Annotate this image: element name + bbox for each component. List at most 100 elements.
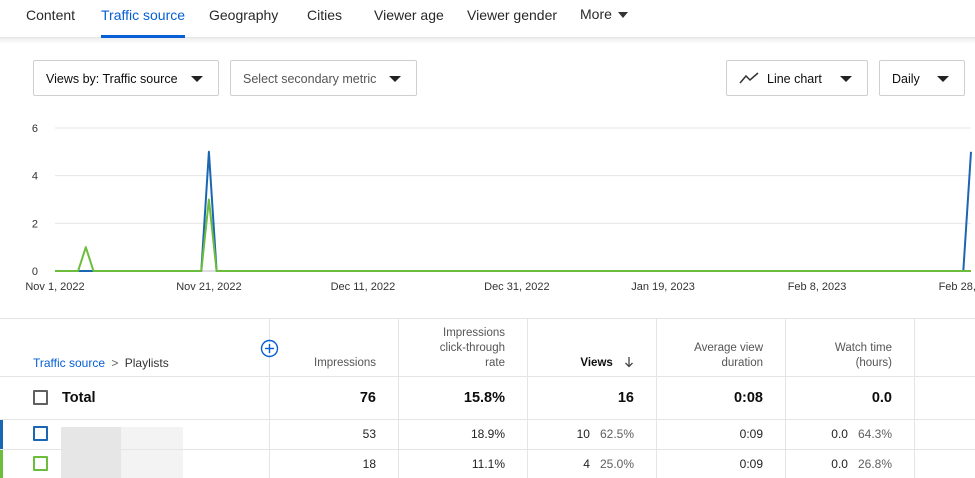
row-divider — [0, 419, 975, 420]
series-line — [55, 198, 971, 272]
caret-down-icon — [389, 76, 401, 82]
column-divider — [656, 319, 657, 478]
header-watch-time[interactable]: Watch time (hours) — [792, 341, 892, 371]
row-impressions: 18 — [362, 457, 376, 471]
breadcrumb-current: Playlists — [124, 356, 169, 370]
header-impressions[interactable]: Impressions — [276, 356, 376, 371]
tab-traffic-source[interactable]: Traffic source — [101, 7, 186, 38]
total-label: Total — [62, 390, 96, 406]
tab-content[interactable]: Content — [26, 7, 75, 38]
header-label: Watch time — [834, 342, 892, 354]
secondary-metric-label: Select secondary metric — [243, 72, 377, 86]
row-views-value: 4 — [583, 457, 590, 471]
interval-label: Daily — [892, 72, 920, 86]
views-by-label: Views by: Traffic source — [46, 72, 178, 86]
views-by-dropdown[interactable]: Views by: Traffic source — [33, 60, 219, 96]
header-label: Views — [580, 357, 613, 369]
sort-down-arrow-icon — [625, 357, 633, 368]
caret-down-icon — [937, 76, 949, 82]
breadcrumb: Traffic source > Playlists — [33, 356, 169, 370]
header-label: click-through — [439, 342, 505, 354]
header-label: (hours) — [855, 357, 892, 369]
tab-label: Traffic source — [101, 7, 186, 23]
tab-cities[interactable]: Cities — [307, 7, 342, 38]
redacted-row-title — [121, 427, 183, 449]
header-views[interactable]: Views — [534, 356, 634, 371]
caret-down-icon — [617, 12, 628, 19]
row-checkbox[interactable] — [33, 426, 48, 441]
x-tick-label: Nov 21, 2022 — [176, 281, 241, 293]
row-avg-view-duration: 0:09 — [739, 457, 763, 471]
series-line — [55, 150, 972, 272]
tab-label: Geography — [209, 7, 279, 23]
row-views-percent: 25.0% — [599, 457, 634, 471]
x-tick-label: Feb 8, 2023 — [788, 281, 847, 293]
traffic-line-chart: 6 4 2 0 Nov 1, 2022 Nov 21, 2022 Dec 11, 2022 D… — [25, 123, 975, 293]
header-label: Impressions — [443, 327, 505, 339]
row-views-value: 10 — [576, 427, 590, 441]
tab-more[interactable]: More — [580, 6, 628, 37]
x-tick-label: Jan 19, 2023 — [631, 281, 695, 293]
interval-dropdown[interactable]: Daily — [879, 60, 965, 96]
total-avg-view-duration: 0:08 — [733, 390, 763, 406]
row-divider — [0, 376, 975, 377]
tab-label: Viewer gender — [467, 7, 558, 23]
total-watch-time: 0.0 — [871, 390, 892, 406]
row-views: 10 62.5% — [534, 427, 634, 441]
x-tick-label: Dec 31, 2022 — [484, 281, 549, 293]
row-impressions: 53 — [362, 427, 376, 441]
tab-geography[interactable]: Geography — [209, 7, 278, 38]
header-label: Impressions — [314, 357, 376, 369]
row-ctr: 11.1% — [471, 457, 505, 471]
row-ctr: 18.9% — [470, 427, 505, 441]
x-tick-label: Dec 11, 2022 — [331, 281, 396, 293]
row-views: 4 25.0% — [534, 457, 634, 471]
total-views: 16 — [617, 390, 634, 406]
breadcrumb-separator: > — [111, 356, 119, 370]
x-tick-label: Nov 1, 2022 — [25, 281, 84, 293]
tab-viewer-gender[interactable]: Viewer gender — [467, 7, 557, 38]
redacted-row-title — [61, 427, 121, 449]
tab-label: Cities — [307, 7, 343, 23]
column-divider — [527, 319, 528, 478]
column-divider — [914, 319, 915, 478]
row-watch-percent: 64.3% — [857, 427, 892, 441]
tab-label: More — [580, 6, 612, 22]
line-chart-icon — [739, 72, 759, 84]
x-tick-label: Feb 28, 2023 — [939, 281, 975, 293]
caret-down-icon — [840, 76, 852, 82]
column-divider — [785, 319, 786, 478]
row-watch-value: 0.0 — [831, 427, 848, 441]
y-tick-label: 6 — [32, 123, 38, 135]
row-series-color-bar — [0, 450, 3, 478]
tab-label: Content — [26, 7, 76, 23]
row-divider — [0, 449, 975, 450]
total-impressions: 76 — [359, 390, 376, 406]
traffic-table: Traffic source > Playlists Impressions I… — [0, 318, 975, 478]
row-series-color-bar — [0, 420, 3, 449]
header-label: Average view — [694, 342, 763, 354]
tab-viewer-age[interactable]: Viewer age — [374, 7, 444, 38]
total-checkbox[interactable] — [33, 390, 48, 405]
row-watch-percent: 26.8% — [857, 457, 892, 471]
y-tick-label: 0 — [32, 266, 38, 278]
add-column-icon[interactable] — [260, 339, 279, 358]
tab-bar-shadow — [0, 38, 975, 44]
secondary-metric-dropdown[interactable]: Select secondary metric — [230, 60, 417, 96]
tab-label: Viewer age — [374, 7, 444, 23]
y-tick-label: 2 — [32, 218, 38, 230]
redacted-row-title — [121, 450, 183, 478]
tab-bar: Content Traffic source Geography Cities … — [0, 0, 975, 38]
row-checkbox[interactable] — [33, 456, 48, 471]
header-avg-view-duration[interactable]: Average view duration — [663, 341, 763, 371]
y-tick-label: 4 — [32, 171, 38, 183]
redacted-row-title — [61, 450, 121, 478]
row-views-percent: 62.5% — [599, 427, 634, 441]
header-ctr[interactable]: Impressions click-through rate — [405, 326, 505, 371]
row-watch-value: 0.0 — [831, 457, 848, 471]
row-watch-time: 0.0 26.8% — [792, 457, 892, 471]
breadcrumb-link-traffic-source[interactable]: Traffic source — [33, 356, 106, 370]
chart-type-label: Line chart — [767, 72, 822, 86]
chart-type-dropdown[interactable]: Line chart — [726, 60, 868, 96]
header-label: rate — [485, 357, 505, 369]
